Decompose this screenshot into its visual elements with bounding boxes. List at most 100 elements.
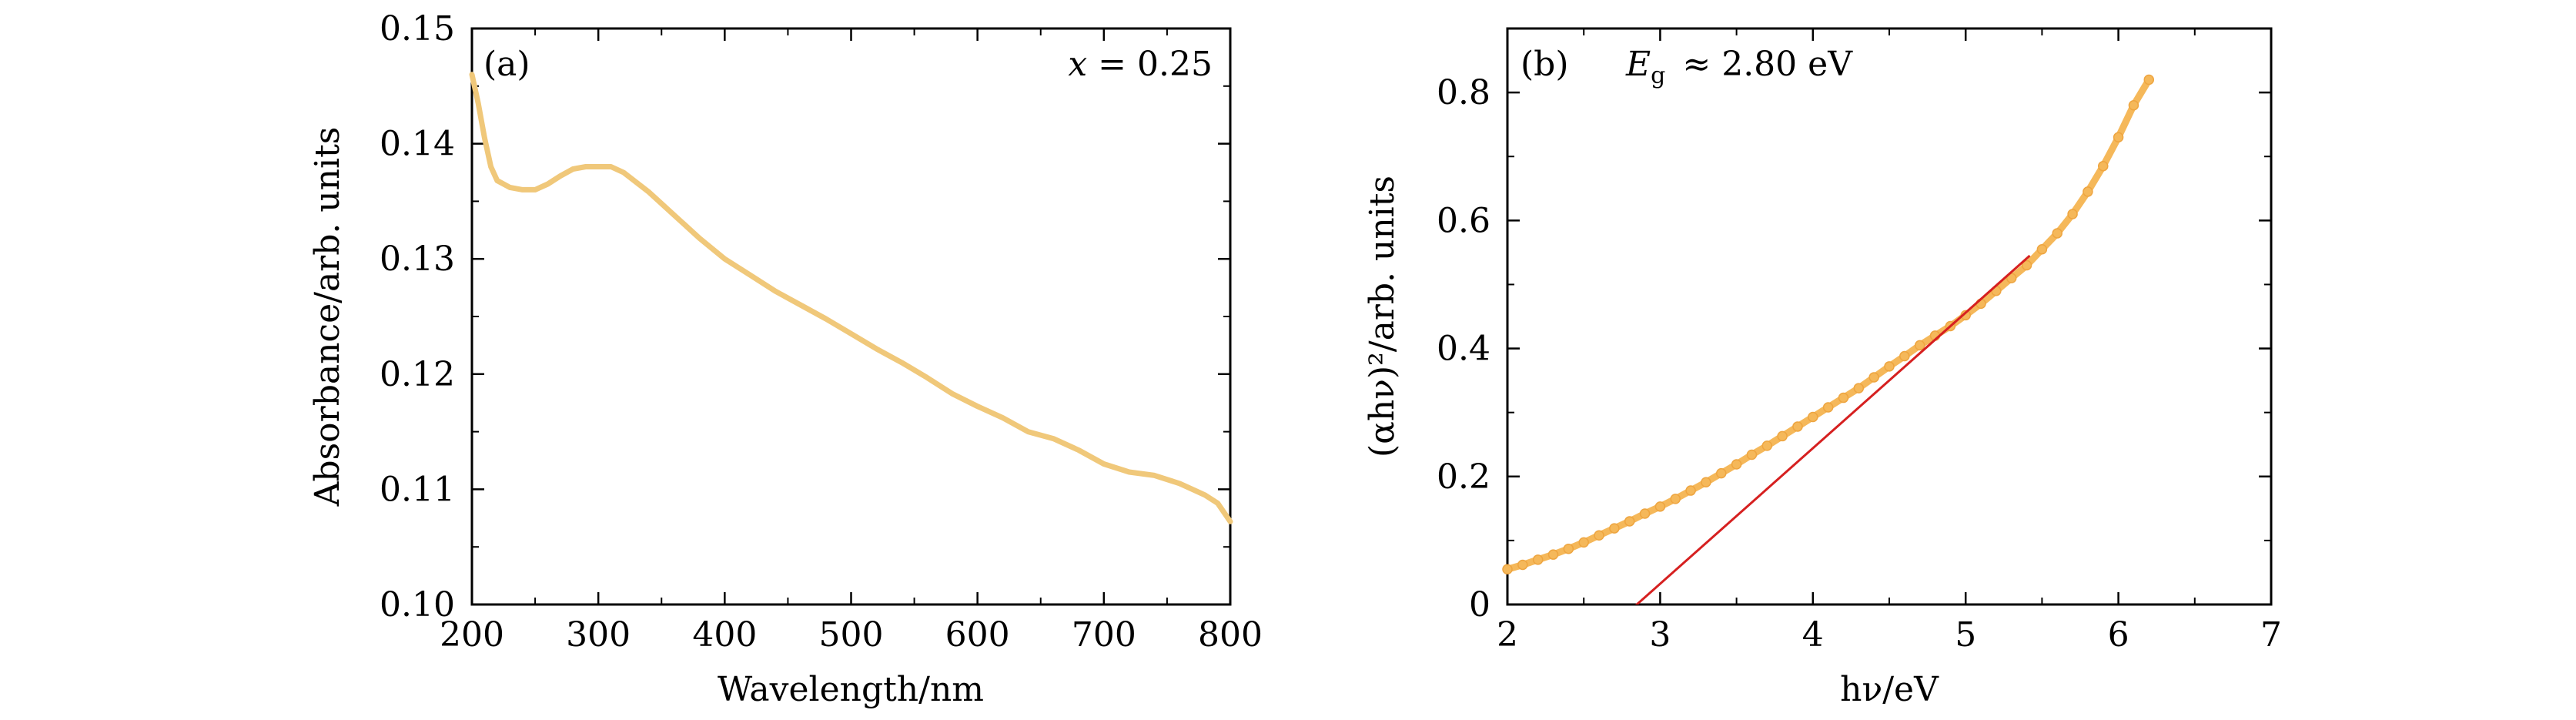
plot-frame-a [470,27,1232,606]
panel-a-absorbance-chart: 200 300 400 500 600 700 800 0.10 0.11 0.12 0.13 0.1… [308,9,1263,709]
data-point-b [1731,459,1742,470]
data-point-b [1624,516,1635,527]
x-tick-label-a: 500 [819,615,884,655]
data-point-b [1808,411,1818,423]
data-point-a [520,188,524,192]
annotation-var-e: E [1625,45,1651,84]
y-tick-label-a: 0.13 [380,239,455,279]
data-point-a [489,165,493,169]
x-tick-label-a: 800 [1198,615,1263,655]
y-tick-label-b: 0.6 [1437,201,1490,240]
data-point-a [849,332,853,336]
y-tick-label-b: 0 [1469,585,1490,625]
data-point-b [1502,564,1513,575]
data-point-a [672,213,676,217]
absorbance-line [469,72,1233,524]
data-point-b [2143,74,2155,85]
annotation-sub-g: g [1651,62,1665,89]
data-point-a [774,290,777,293]
data-point-b [2067,209,2078,219]
data-point-a [1203,493,1207,497]
data-point-b [1716,467,1727,479]
data-point-a [470,72,473,76]
data-point-a [1102,462,1106,466]
data-point-b [1670,494,1681,504]
y-axis-label-b: (αhν)²/arb. units [1363,176,1402,457]
y-tick-label-a: 0.11 [380,470,455,509]
data-point-a [495,179,499,183]
data-point-b [1746,449,1758,460]
data-point-b [2128,99,2139,111]
data-point-a [698,236,701,240]
series-b [1502,74,2155,575]
data-point-b [1884,361,1895,372]
panel-label-b: (b) [1521,45,1569,84]
data-point-a [1216,501,1219,505]
data-point-a [1026,430,1030,434]
data-point-a [597,165,601,169]
data-point-b [2113,132,2124,143]
x-tick-label-b: 6 [2108,615,2129,655]
data-point-a [622,171,625,174]
data-point-a [508,186,512,189]
x-tick-label-a: 200 [440,615,504,655]
data-point-b [2036,243,2048,255]
data-point-b [1685,485,1696,496]
data-point-b [1914,340,1925,351]
data-point-a [1077,448,1080,452]
data-point-a [1127,470,1131,474]
y-tick-label-a: 0.15 [380,9,455,49]
data-point-b [1563,543,1574,554]
y-axis-label-a: Absorbance/arb. units [308,127,347,507]
annotation-composition: x = 0.25 [1068,45,1213,84]
x-tick-label-a: 400 [692,615,757,655]
panel-label-a: (a) [483,45,530,84]
tauc-curve [1504,76,2153,573]
linear-fit-b [1634,254,2031,604]
x-tick-label-a: 300 [566,615,631,655]
x-tick-label-b: 2 [1497,615,1518,655]
ticks-b: 2 3 4 5 6 7 0 0.2 0.4 0.6 0.8 [1437,28,2282,655]
x-tick-label-a: 600 [945,615,1010,655]
plot-frame-b [1506,27,2273,606]
x-axis-label-b: hν/eV [1840,670,1939,709]
data-point-a [477,102,480,105]
annotation-value-x: = 0.25 [1087,45,1213,84]
data-point-a [950,392,954,396]
data-point-b [1547,549,1559,560]
data-point-a [875,347,878,350]
data-point-b [2052,228,2062,239]
data-point-b [2021,260,2032,271]
data-point-b [1761,440,1773,451]
x-tick-label-b: 3 [1649,615,1671,655]
data-point-b [2083,186,2093,197]
data-point-b [1639,508,1651,519]
data-point-b [1532,554,1544,565]
linear-fit-line [1634,254,2031,604]
data-point-a [546,182,550,186]
y-tick-label-b: 0.2 [1437,457,1490,497]
data-point-b [1899,350,1910,362]
data-point-b [1792,421,1803,432]
data-point-a [534,188,537,192]
data-point-a [824,316,828,320]
data-point-a [483,136,487,140]
data-point-b [1822,402,1834,413]
data-point-a [558,174,562,178]
y-tick-label-b: 0.4 [1437,330,1490,369]
x-axis-label-a: Wavelength/nm [718,670,984,709]
data-point-a [1052,437,1055,440]
x-tick-label-b: 7 [2260,615,2282,655]
data-point-b [1838,392,1849,404]
x-tick-label-a: 700 [1072,615,1136,655]
data-point-b [2098,160,2109,172]
data-point-b [1654,501,1666,512]
data-point-a [798,303,802,307]
series-a [469,72,1233,524]
ticks-a: 200 300 400 500 600 700 800 0.10 0.11 0.12 0.13 0.1… [380,9,1263,655]
data-point-a [609,165,613,169]
data-point-b [1853,383,1865,393]
data-point-a [1153,474,1156,477]
data-point-a [1229,520,1232,524]
